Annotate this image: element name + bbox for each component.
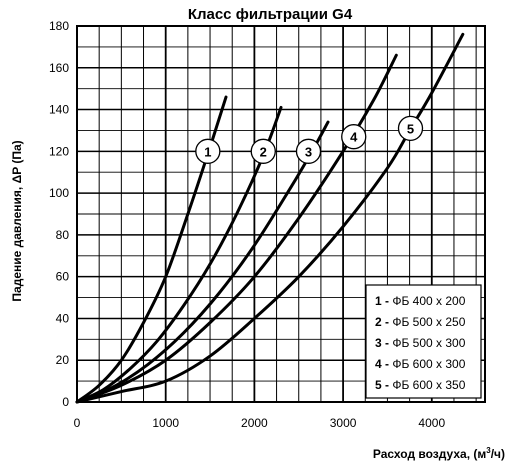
y-tick-label: 40	[56, 311, 70, 325]
series-marker-label-5: 5	[407, 121, 414, 136]
legend-entry-number: 2 -	[375, 315, 389, 329]
legend-entry-number: 4 -	[375, 357, 389, 371]
y-tick-label: 160	[49, 61, 69, 75]
y-axis-label: Падение давления, ΔP (Па)	[10, 140, 24, 301]
legend-entry-number: 3 -	[375, 336, 389, 350]
series-marker-2	[250, 138, 276, 164]
y-tick-label: 0	[62, 395, 69, 409]
x-tick-label: 2000	[241, 416, 268, 430]
x-axis-label-tail: /ч)	[491, 447, 505, 461]
legend-entry-label: ФБ 600 х 350	[389, 378, 466, 392]
y-ticks: 0 20 40 60 80 100 120 140 160 180	[49, 19, 69, 409]
legend-entry-label: ФБ 600 х 300	[389, 357, 466, 371]
y-tick-label: 80	[56, 228, 70, 242]
legend-entry: 4 - ФБ 600 х 300	[375, 357, 466, 371]
series-line-4	[75, 53, 398, 404]
plot-frame	[76, 25, 486, 403]
series-marker-5	[397, 115, 424, 142]
series-marker-label-1: 1	[204, 144, 211, 159]
x-axis-label-sup: 3	[486, 446, 491, 455]
legend-entry-label: ФБ 500 х 250	[389, 315, 466, 329]
y-tick-label: 60	[56, 270, 70, 284]
legend-entry-label: ФБ 500 х 300	[389, 336, 466, 350]
legend-entry: 2 - ФБ 500 х 250	[375, 315, 466, 329]
x-tick-label: 4000	[418, 416, 445, 430]
x-axis-label-main: Расход воздуха, (м	[373, 447, 486, 461]
x-tick-label: 1000	[152, 416, 179, 430]
legend-entry: 3 - ФБ 500 х 300	[375, 336, 466, 350]
series-line-2	[75, 105, 283, 404]
chart-title: Класс фильтрации G4	[188, 6, 353, 23]
series-markers: 1 2 3 4 5	[195, 115, 424, 164]
series-marker-3	[295, 138, 322, 164]
legend-entry-number: 5 -	[375, 378, 389, 392]
y-tick-label: 100	[49, 186, 69, 200]
y-tick-label: 120	[49, 144, 69, 158]
x-axis-label: Расход воздуха, (м3/ч)	[373, 446, 505, 461]
series-marker-label-4: 4	[350, 130, 358, 145]
x-tick-label: 3000	[330, 416, 357, 430]
y-tick-label: 20	[56, 353, 70, 367]
series-marker-label-3: 3	[305, 144, 312, 159]
y-tick-label: 180	[49, 19, 69, 33]
legend-box	[365, 284, 482, 399]
legend-entry-label: ФБ 400 х 200	[389, 294, 466, 308]
series-marker-label-2: 2	[260, 144, 267, 159]
legend-entry: 5 - ФБ 600 х 350	[375, 378, 466, 392]
legend-entry-number: 1 -	[375, 294, 389, 308]
x-ticks: 0 1000 2000 3000 4000	[74, 416, 446, 430]
series-marker-1	[195, 138, 221, 164]
series-marker-4	[341, 124, 367, 150]
x-tick-label: 0	[74, 416, 81, 430]
legend-entry: 1 - ФБ 400 х 200	[375, 294, 466, 308]
y-tick-label: 140	[49, 103, 69, 117]
